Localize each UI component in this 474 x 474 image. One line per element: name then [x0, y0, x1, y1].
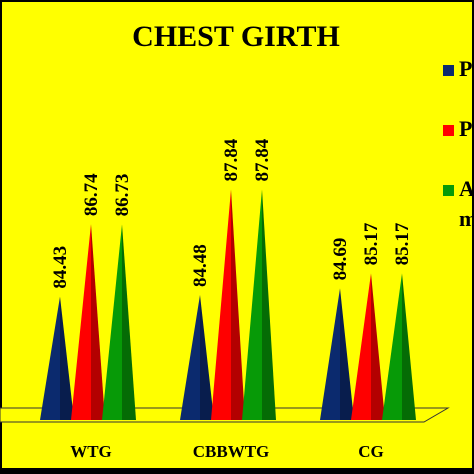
value-label: 86.74 [81, 173, 102, 216]
bar-cg-series-0 [320, 288, 354, 420]
chart-title: CHEST GIRTH [132, 20, 340, 53]
bar-face-side [402, 273, 416, 420]
legend-item: Am [443, 176, 474, 231]
category-labels: WTG CBBWTG CG [70, 442, 384, 461]
legend-swatch [443, 125, 454, 136]
bar-cg-series-1 [351, 273, 385, 420]
bar-face-front [102, 224, 122, 420]
legend-label: A [459, 176, 474, 201]
legend: P P Am [443, 56, 474, 231]
bar-cbbwtg-series-0 [180, 295, 214, 420]
category-label: WTG [70, 442, 112, 461]
bar-face-front [320, 288, 340, 420]
legend-label-continued: m [459, 206, 474, 231]
category-label: CBBWTG [193, 442, 270, 461]
value-label: 85.17 [361, 222, 382, 265]
bar-face-front [242, 189, 262, 420]
category-label: CG [358, 442, 384, 461]
bar-wtg-series-1 [71, 224, 105, 420]
bar-face-side [200, 295, 214, 420]
bar-cbbwtg-series-1 [211, 189, 245, 420]
bar-face-side [371, 273, 385, 420]
value-label: 87.84 [252, 138, 273, 181]
bar-face-side [231, 189, 245, 420]
bar-cg-series-2 [382, 273, 416, 420]
bar-face-front [211, 189, 231, 420]
bar-wtg-series-2 [102, 224, 136, 420]
legend-label: P [459, 116, 472, 141]
legend-swatch [443, 185, 454, 196]
legend-swatch [443, 65, 454, 76]
legend-label: P [459, 56, 472, 81]
legend-item: P [443, 56, 472, 81]
value-label: 87.84 [221, 138, 242, 181]
legend-item: P [443, 116, 472, 141]
bar-face-side [340, 288, 354, 420]
bar-face-front [382, 273, 402, 420]
bar-face-front [180, 295, 200, 420]
value-label: 84.69 [330, 238, 351, 281]
value-label: 85.17 [392, 222, 413, 265]
bar-wtg-series-0 [40, 296, 74, 420]
bar-cbbwtg-series-2 [242, 189, 276, 420]
bar-face-front [40, 296, 60, 420]
bars-layer [40, 189, 416, 420]
bar-face-front [351, 273, 371, 420]
bar-face-side [60, 296, 74, 420]
bar-face-side [91, 224, 105, 420]
bar-face-front [71, 224, 91, 420]
value-label: 84.43 [50, 246, 71, 289]
value-label: 86.73 [112, 174, 133, 217]
bar-face-side [262, 189, 276, 420]
value-labels: 84.43 86.74 86.73 84.48 87.84 87.84 84.69 85.17… [50, 138, 413, 288]
bar-face-side [122, 224, 136, 420]
value-label: 84.48 [190, 244, 211, 287]
